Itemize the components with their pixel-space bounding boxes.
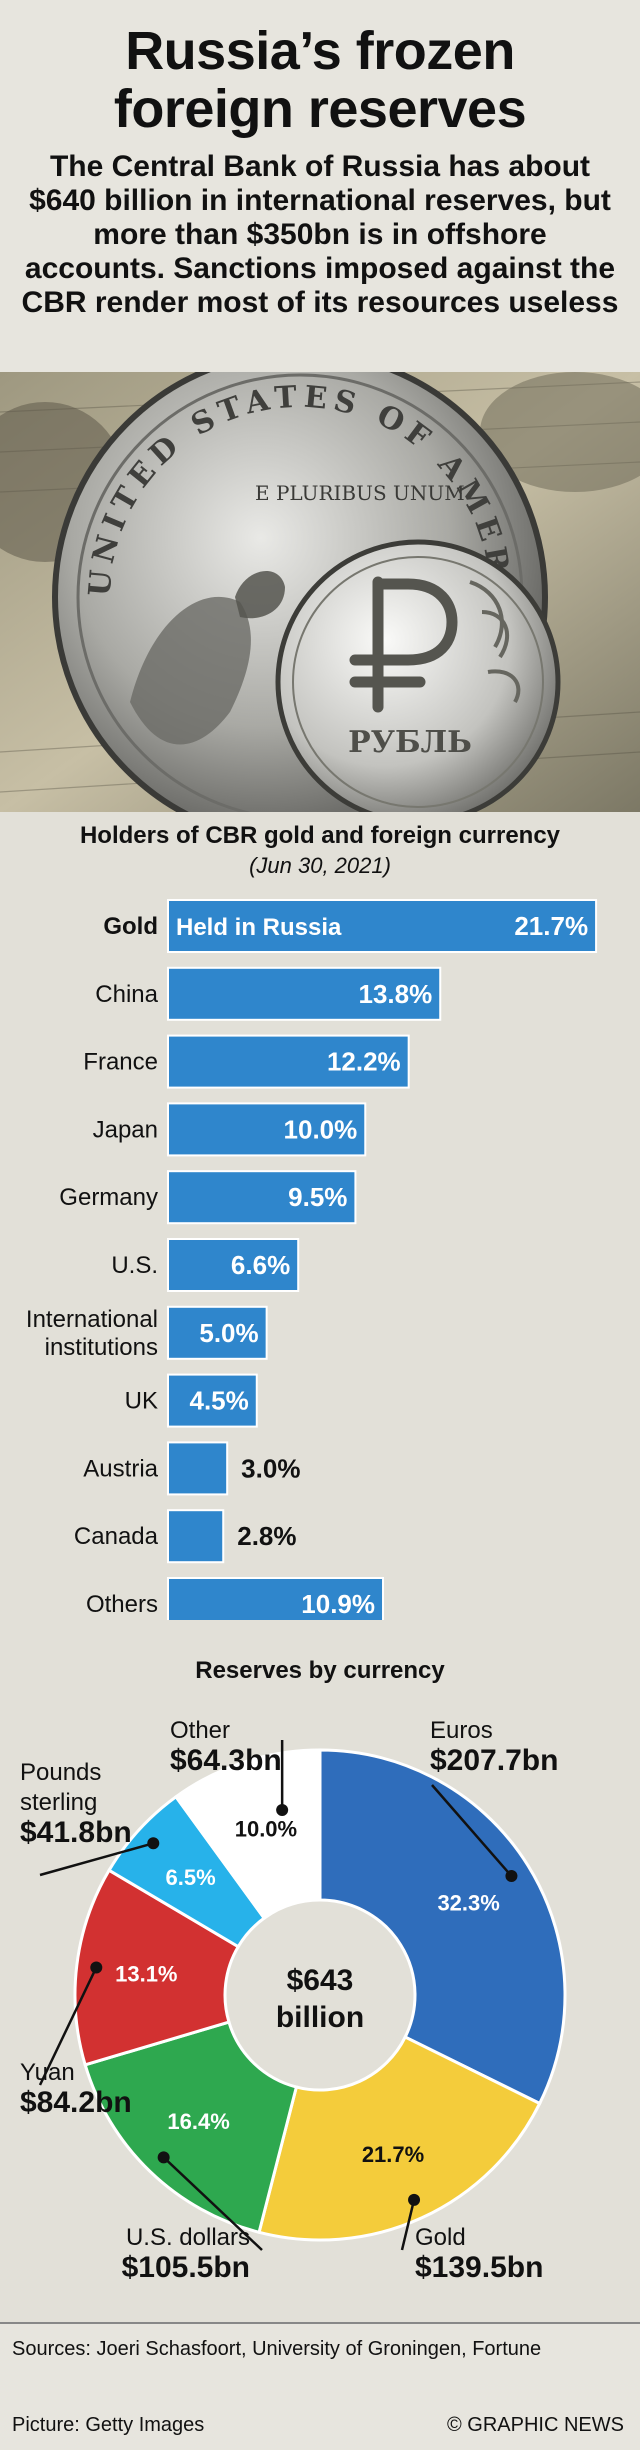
bar-label-u-s: U.S. bbox=[111, 1252, 158, 1279]
sources: Sources: Joeri Schasfoort, University of… bbox=[12, 2338, 542, 2360]
coin-motto: E PLURIBUS UNUM bbox=[255, 481, 465, 505]
header: Russia’s frozen foreign reserves The Cen… bbox=[0, 0, 640, 372]
bar-value-international-institutions: 5.0% bbox=[199, 1318, 258, 1348]
leader-u-s-dollars bbox=[162, 2156, 263, 2251]
callout-amount-other: $64.3bn bbox=[170, 1744, 282, 1777]
callout-name-euros: Euros bbox=[430, 1717, 493, 1744]
slice-other bbox=[173, 1748, 322, 1921]
bar-value-japan: 10.0% bbox=[284, 1114, 358, 1144]
bar-uk bbox=[167, 1373, 258, 1428]
slice-percent-pounds-sterling: 6.5% bbox=[165, 1865, 215, 1890]
bar-value-u-s: 6.6% bbox=[231, 1250, 290, 1280]
slice-percent-u-s-dollars: 16.4% bbox=[167, 2109, 229, 2134]
bar-value-china: 13.8% bbox=[359, 979, 433, 1009]
coins-photo: UNITED STATES OF AMERICA E PLURIBUS UNUM… bbox=[0, 372, 640, 812]
bar-annotation-held-in-russia: Held in Russia bbox=[176, 914, 342, 941]
bar-label-japan: Japan bbox=[93, 1116, 158, 1143]
callout-name-pounds-sterling: Pounds bbox=[20, 1759, 101, 1786]
donut-center-unit: billion bbox=[276, 2001, 364, 2034]
bar-value-germany: 9.5% bbox=[288, 1182, 347, 1212]
ruble-text: РУБЛЬ bbox=[348, 725, 472, 760]
picture-credit: Picture: Getty Images bbox=[12, 2414, 205, 2436]
bar-label-germany: Germany bbox=[59, 1184, 158, 1211]
title-line-1: Russia’s frozen bbox=[125, 21, 515, 81]
leader-gold bbox=[400, 2199, 416, 2251]
donut-center-amount: $643 bbox=[287, 1964, 354, 1997]
slice-gold bbox=[257, 2035, 542, 2242]
callout-name-gold: Gold bbox=[415, 2224, 466, 2251]
copyright: © GRAPHIC NEWS bbox=[447, 2414, 624, 2436]
callout-name-other: Other bbox=[170, 1717, 230, 1744]
leader-dot-yuan bbox=[90, 1961, 103, 1974]
bar-u-s bbox=[167, 1238, 300, 1292]
leader-pounds-sterling bbox=[39, 1842, 154, 1877]
leader-dot-other bbox=[276, 1804, 289, 1816]
bar-international-institutions bbox=[167, 1305, 268, 1360]
slice-euros bbox=[318, 1748, 567, 2106]
donut-chart-title: Reserves by currency bbox=[195, 1657, 445, 1684]
leader-euros bbox=[431, 1784, 513, 1877]
callout-amount-pounds-sterling: $41.8bn bbox=[20, 1816, 132, 1849]
bar-label-uk: UK bbox=[125, 1388, 158, 1415]
bar-label-austria: Austria bbox=[83, 1455, 158, 1482]
ruble-sign-icon bbox=[349, 576, 458, 713]
donut-center bbox=[227, 1902, 413, 2088]
bar-value-uk: 4.5% bbox=[190, 1386, 249, 1416]
bar-france bbox=[167, 1034, 410, 1089]
callout-amount-euros: $207.7bn bbox=[430, 1744, 558, 1777]
leader-yuan bbox=[38, 1966, 98, 2086]
bar-label-others: Others bbox=[86, 1591, 158, 1618]
bar-value-canada: 2.8% bbox=[237, 1521, 296, 1551]
bar-gold bbox=[167, 899, 598, 953]
bar-label-international-institutions: International bbox=[26, 1306, 158, 1333]
title-line-2: foreign reserves bbox=[113, 79, 527, 139]
callout-amount-yuan: $84.2bn bbox=[20, 2086, 132, 2119]
leader-dot-euros bbox=[505, 1870, 518, 1883]
bar-label-france: France bbox=[83, 1049, 158, 1076]
slice-percent-yuan: 13.1% bbox=[115, 1962, 177, 1987]
bar-austria bbox=[167, 1441, 229, 1496]
slice-percent-other: 10.0% bbox=[235, 1817, 297, 1842]
bar-chart-title: Holders of CBR gold and foreign currency bbox=[79, 822, 561, 849]
leader-dot-pounds-sterling bbox=[147, 1837, 160, 1850]
callout-name-yuan: Yuan bbox=[20, 2059, 75, 2086]
slice-percent-gold: 21.7% bbox=[362, 2142, 424, 2167]
page-subtitle: The Central Bank of Russia has about $64… bbox=[21, 150, 619, 319]
bar-value-others: 10.9% bbox=[301, 1589, 375, 1619]
leader-dot-gold bbox=[408, 2193, 421, 2206]
bar-label-gold: Gold bbox=[103, 913, 158, 940]
holders-bar-chart: Gold 21.7% China 13.8% France 12.2% Japan 10.0%… bbox=[26, 899, 598, 1620]
bar-label-international-institutions: institutions bbox=[45, 1334, 158, 1361]
bar-canada bbox=[167, 1509, 225, 1564]
callout-name-pounds-sterling: sterling bbox=[20, 1789, 97, 1816]
callout-name-u-s-dollars: U.S. dollars bbox=[126, 2224, 250, 2251]
leader-dot-u-s-dollars bbox=[157, 2151, 170, 2164]
callout-amount-u-s-dollars: $105.5bn bbox=[122, 2251, 250, 2284]
page-title: Russia’s frozen foreign reserves bbox=[0, 22, 640, 138]
bar-value-gold: 21.7% bbox=[514, 911, 588, 941]
bar-china bbox=[167, 966, 442, 1021]
bar-label-canada: Canada bbox=[74, 1523, 159, 1550]
bar-chart-date: (Jun 30, 2021) bbox=[249, 853, 391, 878]
slice-percent-euros: 32.3% bbox=[437, 1891, 499, 1916]
callout-amount-gold: $139.5bn bbox=[415, 2251, 543, 2284]
slice-u-s-dollars bbox=[83, 2020, 299, 2235]
footer: Sources: Joeri Schasfoort, University of… bbox=[0, 2322, 640, 2450]
bar-label-china: China bbox=[95, 981, 158, 1008]
bar-japan bbox=[167, 1102, 367, 1157]
bar-germany bbox=[167, 1170, 357, 1225]
bar-value-france: 12.2% bbox=[327, 1047, 401, 1077]
bar-value-austria: 3.0% bbox=[241, 1453, 300, 1483]
currency-donut-chart: 32.3% Euros$207.7bn 21.7% Gold$139.5bn 16.4%… bbox=[20, 1717, 567, 2284]
bar-others bbox=[167, 1577, 385, 1620]
